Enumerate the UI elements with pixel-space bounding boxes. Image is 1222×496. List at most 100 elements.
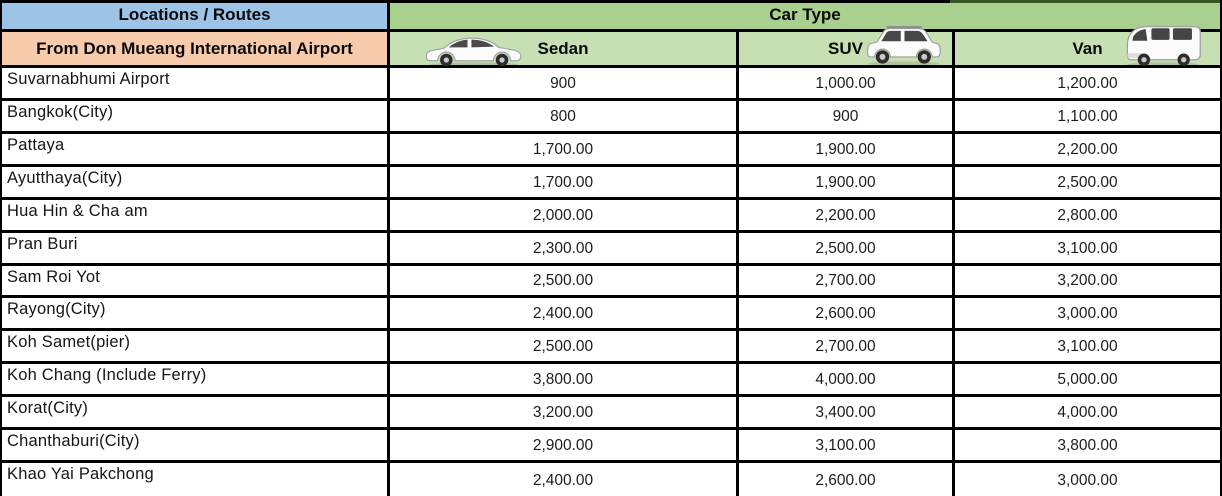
van-price-cell: 1,100.00 [955, 101, 1220, 131]
sedan-price-value: 3,200.00 [532, 404, 594, 422]
van-price-cell: 5,000.00 [955, 364, 1220, 394]
table-row: Korat(City) 3,200.00 3,400.00 4,000.00 [2, 397, 1220, 431]
location-label: Korat(City) [7, 399, 89, 418]
location-label: Hua Hin & Cha am [7, 201, 148, 220]
van-price-cell: 4,000.00 [955, 397, 1220, 427]
suv-price-value: 2,600.00 [815, 471, 876, 489]
sedan-price-cell: 2,500.00 [390, 265, 739, 296]
sedan-price-value: 2,500.00 [532, 338, 594, 356]
location-label: Bangkok(City) [7, 102, 114, 121]
column-header-suv: SUV [739, 26, 955, 68]
van-price-cell: 3,800.00 [955, 430, 1220, 460]
table-top-border [2, 0, 1220, 3]
van-price-cell: 1,200.00 [955, 68, 1220, 98]
sedan-price-cell: 3,200.00 [390, 397, 739, 428]
van-price-cell: 2,800.00 [955, 200, 1220, 230]
table-row: Pattaya 1,700.00 1,900.00 2,200.00 [2, 133, 1220, 167]
van-price-value: 1,200.00 [1057, 74, 1118, 92]
sedan-price-value: 1,700.00 [532, 173, 594, 191]
table-row: Khao Yai Pakchong 2,400.00 2,600.00 3,00… [2, 463, 1220, 496]
sedan-price-cell: 1,700.00 [390, 133, 739, 164]
sedan-price-cell: 2,400.00 [390, 298, 739, 329]
location-cell: Korat(City) [2, 397, 390, 428]
table-row: Bangkok(City) 800 900 1,100.00 [2, 100, 1220, 134]
van-price-value: 3,100.00 [1057, 338, 1118, 356]
van-price-value: 3,100.00 [1057, 239, 1118, 257]
table-row: Suvarnabhumi Airport 900 1,000.00 1,200.… [2, 68, 1220, 101]
suv-column-label: SUV [828, 38, 863, 58]
sedan-price-value: 2,300.00 [532, 239, 594, 257]
car-type-header: Car Type [390, 0, 1220, 32]
van-price-cell: 3,000.00 [955, 463, 1220, 496]
column-header-sedan: Sedan [390, 32, 739, 68]
location-cell: Khao Yai Pakchong [2, 463, 390, 496]
location-cell: Sam Roi Yot [2, 265, 390, 296]
location-label: Ayutthaya(City) [7, 168, 123, 187]
location-label: Koh Samet(pier) [7, 333, 131, 352]
suv-price-cell: 3,400.00 [739, 397, 955, 428]
table-top-border-right [950, 0, 1220, 3]
sedan-price-cell: 2,900.00 [390, 430, 739, 461]
suv-price-cell: 4,000.00 [739, 364, 955, 395]
sedan-price-value: 900 [550, 74, 576, 92]
location-cell: Koh Samet(pier) [2, 331, 390, 362]
car-type-label: Car Type [769, 4, 841, 24]
suv-price-value: 2,500.00 [815, 239, 876, 257]
location-cell: Pattaya [2, 133, 390, 164]
table-row: Chanthaburi(City) 2,900.00 3,100.00 3,80… [2, 430, 1220, 464]
suv-price-cell: 1,900.00 [739, 133, 955, 164]
sedan-price-value: 2,500.00 [532, 272, 594, 290]
location-cell: Chanthaburi(City) [2, 430, 390, 461]
location-label: Sam Roi Yot [7, 267, 101, 286]
suv-price-value: 2,700.00 [815, 272, 876, 290]
van-price-value: 1,100.00 [1057, 107, 1118, 125]
sedan-price-cell: 800 [390, 100, 739, 131]
van-column-label: Van [1072, 38, 1103, 58]
van-price-value: 2,800.00 [1057, 206, 1118, 224]
suv-price-cell: 2,500.00 [739, 232, 955, 263]
van-price-cell: 3,000.00 [955, 298, 1220, 328]
table-row: Rayong(City) 2,400.00 2,600.00 3,000.00 [2, 298, 1220, 332]
table-row: Hua Hin & Cha am 2,000.00 2,200.00 2,800… [2, 199, 1220, 233]
sedan-column-label: Sedan [537, 38, 589, 58]
suv-price-cell: 1,900.00 [739, 166, 955, 197]
suv-price-value: 2,700.00 [815, 338, 876, 356]
van-price-value: 3,000.00 [1057, 305, 1118, 323]
sedan-price-value: 2,000.00 [532, 206, 594, 224]
suv-price-cell: 3,100.00 [739, 430, 955, 461]
location-cell: Bangkok(City) [2, 100, 390, 131]
sedan-price-cell: 2,000.00 [390, 199, 739, 230]
sedan-price-value: 2,400.00 [532, 471, 594, 489]
location-label: Suvarnabhumi Airport [7, 70, 170, 88]
sedan-price-cell: 1,700.00 [390, 166, 739, 197]
suv-price-cell: 1,000.00 [739, 68, 955, 98]
sedan-price-cell: 3,800.00 [390, 364, 739, 395]
van-price-value: 4,000.00 [1057, 404, 1118, 422]
location-label: Pattaya [7, 135, 65, 154]
header-row-2: From Don Mueang International Airport Se… [2, 26, 1220, 68]
location-cell: Suvarnabhumi Airport [2, 68, 390, 98]
suv-price-cell: 2,700.00 [739, 265, 955, 296]
sedan-price-value: 2,400.00 [532, 305, 594, 323]
sedan-price-value: 1,700.00 [532, 140, 594, 158]
header-row-1: Locations / Routes Car Type [2, 0, 1220, 32]
locations-routes-header: Locations / Routes [2, 0, 390, 32]
sedan-price-cell: 2,300.00 [390, 232, 739, 263]
locations-routes-label: Locations / Routes [118, 4, 271, 24]
suv-price-value: 1,900.00 [815, 140, 876, 158]
suv-price-value: 900 [832, 107, 859, 125]
suv-price-cell: 2,600.00 [739, 298, 955, 329]
location-label: Chanthaburi(City) [7, 432, 140, 451]
table-row: Pran Buri 2,300.00 2,500.00 3,100.00 [2, 232, 1220, 266]
table-row: Koh Samet(pier) 2,500.00 2,700.00 3,100.… [2, 331, 1220, 365]
location-cell: Rayong(City) [2, 298, 390, 329]
van-price-cell: 3,200.00 [955, 266, 1220, 296]
suv-price-value: 3,100.00 [815, 437, 876, 455]
location-label: Khao Yai Pakchong [7, 465, 154, 484]
van-price-cell: 3,100.00 [955, 233, 1220, 263]
suv-price-cell: 2,200.00 [739, 199, 955, 230]
column-header-van: Van [955, 26, 1220, 68]
location-label: Rayong(City) [7, 300, 106, 319]
sedan-price-cell: 2,500.00 [390, 331, 739, 362]
